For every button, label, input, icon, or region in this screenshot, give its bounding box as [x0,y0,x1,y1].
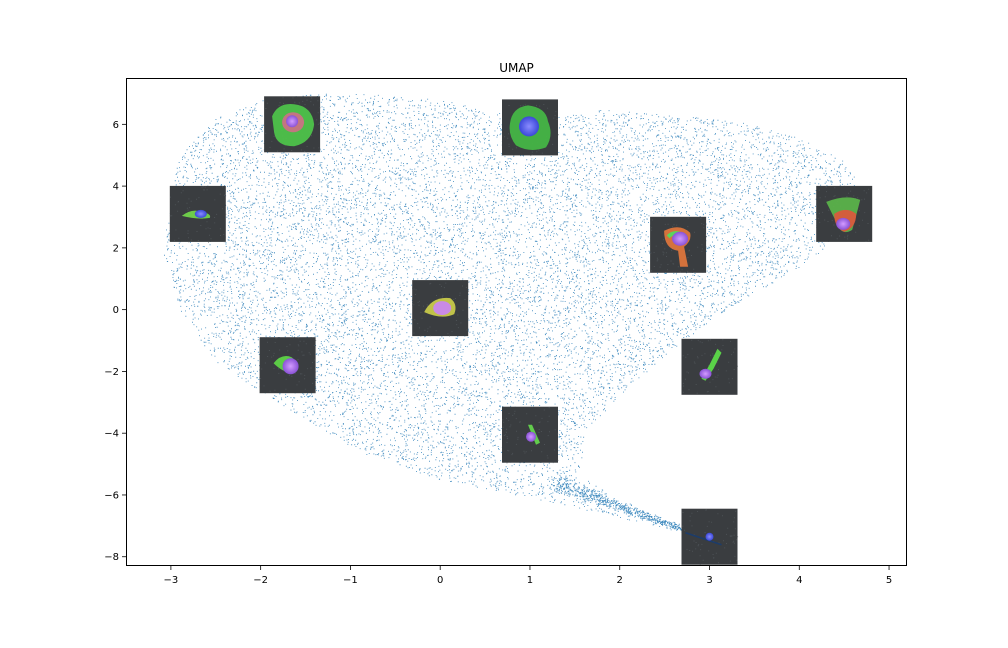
cell-image-inset [650,216,707,273]
y-tick-label: −4 [104,429,119,440]
y-tick-label: 6 [113,120,119,131]
cell-image-inset [681,508,739,566]
cell-image-inset [502,406,559,464]
y-tick-label: −2 [104,367,119,378]
y-tick-label: −6 [104,490,119,501]
cell-image-inset [816,185,873,242]
plot-frame [126,78,907,566]
umap-point-cloud [164,93,862,546]
x-tick-label: −1 [343,575,358,586]
cell-image-inset [264,96,321,153]
x-axis: −3 −2 −1 0 1 2 3 4 5 [164,566,892,586]
y-tick-label: −8 [104,552,119,563]
x-tick-label: 2 [617,575,623,586]
x-tick-label: −2 [253,575,268,586]
cell-image-inset [681,338,738,395]
x-tick-label: −3 [164,575,179,586]
x-tick-label: 5 [886,575,892,586]
cell-image-inset [502,99,559,157]
x-tick-label: 3 [706,575,712,586]
scatter-points [164,93,862,546]
cell-image-inset [259,337,317,394]
x-tick-label: 0 [437,575,443,586]
y-tick-label: 4 [113,182,119,193]
y-axis: −8 −6 −4 −2 0 2 4 6 [104,120,126,563]
cell-image-inset [169,185,227,243]
cell-image-insets [169,96,873,566]
y-tick-label: 0 [113,305,119,316]
cell-image-inset [412,280,470,337]
x-tick-label: 4 [796,575,802,586]
y-tick-label: 2 [113,243,119,254]
x-tick-label: 1 [527,575,533,586]
chart-title: UMAP [499,61,534,75]
